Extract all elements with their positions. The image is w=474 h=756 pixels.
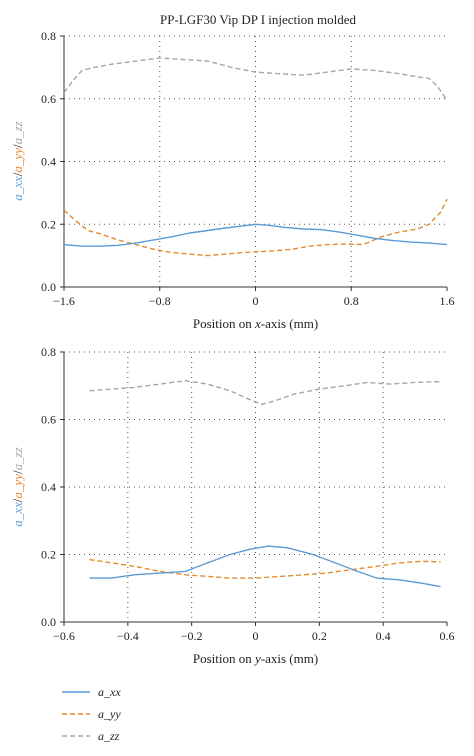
y-tick-label: 0.6 [41,413,56,427]
series-line-a-xx [89,545,441,588]
legend-entry-a-yy: a_yy [62,707,121,721]
x-tick-label: −1.6 [53,294,75,308]
legend-label-a-xx: a_xx [98,685,121,699]
series-line-a-yy [89,558,441,579]
x-tick-label: 0 [253,629,259,643]
y-tick-label: 0.6 [41,92,56,106]
x-tick-label: 0.6 [440,629,455,643]
y-tick-label: 0.8 [41,345,56,359]
x-tick-label: 0 [253,294,259,308]
y-axis-label: a_xx/a_yy/a_zz [10,121,25,200]
chart-panel-x-axis: 0.0 0.2 0.4 0.6 0.8 −1.6 −0.8 0 0.8 1.6 Position o… [10,29,455,331]
series-line-a-yy [63,198,448,257]
legend-entry-a-xx: a_xx [62,685,121,699]
x-axis-label: Position on x-axis (mm) [193,316,318,331]
series-line-a-zz [89,380,441,405]
y-tick-label: 0.0 [41,280,56,294]
x-tick-label: −0.8 [149,294,171,308]
y-tick-label: 0.8 [41,29,56,43]
y-tick-label: 0.0 [41,615,56,629]
legend-entry-a-zz: a_zz [62,729,120,743]
x-tick-label: 0.2 [312,629,327,643]
chart-panel-y-axis: 0.0 0.2 0.4 0.6 0.8 −0.6 −0.4 −0.2 0 0.2 0.4 0.6 Pos… [10,345,455,666]
legend: a_xx a_yy a_zz [62,685,121,743]
y-axis-label: a_xx/a_yy/a_zz [10,447,25,526]
x-axis-label: Position on y-axis (mm) [193,651,318,666]
x-tick-label: −0.2 [181,629,203,643]
legend-label-a-yy: a_yy [98,707,121,721]
series-line-a-zz [63,57,448,101]
x-tick-label: −0.6 [53,629,75,643]
x-tick-label: 0.4 [376,629,391,643]
x-tick-label: −0.4 [117,629,139,643]
y-tick-label: 0.2 [41,217,56,231]
x-tick-label: 1.6 [440,294,455,308]
chart-title: PP-LGF30 Vip DP I injection molded [160,12,357,27]
y-tick-label: 0.2 [41,548,56,562]
y-tick-label: 0.4 [41,480,56,494]
x-tick-label: 0.8 [344,294,359,308]
series-line-a-xx [63,223,448,247]
y-tick-label: 0.4 [41,155,56,169]
legend-label-a-zz: a_zz [98,729,120,743]
